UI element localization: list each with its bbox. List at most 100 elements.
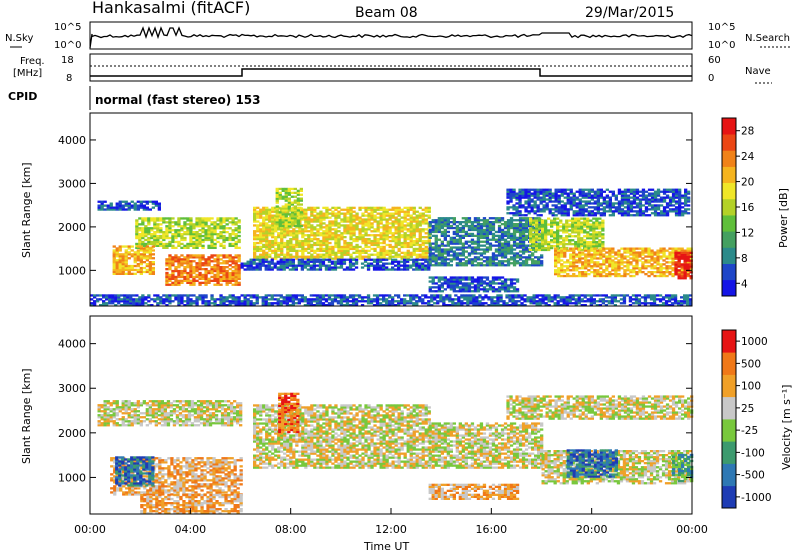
data-cell: [325, 210, 329, 213]
data-cell: [309, 258, 313, 261]
data-cell: [596, 206, 600, 209]
data-cell: [148, 255, 152, 258]
data-cell: [617, 259, 621, 262]
data-cell: [533, 212, 537, 215]
data-cell: [287, 199, 291, 202]
data-cell: [406, 230, 410, 233]
data-cell: [506, 244, 511, 247]
data-cell: [400, 234, 404, 237]
data-cell: [623, 210, 628, 213]
data-cell: [331, 251, 335, 254]
data-cell: [222, 227, 226, 230]
data-cell: [678, 212, 682, 215]
data-cell: [319, 247, 323, 251]
data-cell: [115, 268, 119, 272]
data-cell: [316, 218, 320, 221]
data-cell: [292, 230, 296, 233]
data-cell: [421, 212, 425, 215]
data-cell: [299, 193, 303, 196]
data-cell: [400, 243, 404, 247]
data-cell: [641, 271, 645, 274]
data-cell: [620, 214, 625, 217]
data-cell: [322, 243, 326, 247]
data-cell: [189, 236, 193, 240]
data-cell: [418, 232, 422, 235]
data-cell: [151, 257, 155, 260]
data-cell: [210, 254, 214, 257]
data-cell: [668, 196, 673, 199]
data-cell: [213, 242, 217, 246]
data-cell: [136, 204, 140, 207]
data-cell: [370, 243, 374, 247]
data-cell: [145, 245, 149, 248]
data-cell: [412, 226, 416, 229]
data-cell: [136, 249, 140, 252]
data-cell: [574, 241, 578, 244]
data-cell: [635, 188, 640, 191]
data-cell: [118, 272, 122, 275]
data-cell: [189, 275, 193, 279]
data-cell: [449, 250, 453, 253]
data-cell: [437, 228, 441, 232]
data-cell: [452, 219, 456, 222]
data-cell: [281, 187, 285, 191]
data-cell: [644, 265, 648, 268]
data-cell: [204, 277, 208, 280]
data-cell: [293, 207, 297, 210]
data-cell: [506, 258, 511, 261]
data-cell: [354, 258, 359, 261]
data-cell: [488, 226, 493, 230]
data-cell: [337, 234, 341, 237]
data-cell: [234, 260, 238, 263]
data-cell: [563, 255, 567, 258]
data-cell: [343, 208, 347, 211]
data-cell: [284, 209, 288, 212]
data-cell: [219, 217, 223, 220]
data-cell: [473, 280, 478, 283]
data-cell: [443, 221, 447, 224]
data-cell: [177, 258, 181, 261]
data-cell: [376, 234, 380, 237]
data-cell: [572, 259, 576, 262]
data-cell: [287, 193, 291, 196]
data-cell: [394, 243, 398, 247]
data-cell: [375, 258, 380, 261]
data-cell: [461, 230, 465, 234]
data-cell: [337, 241, 341, 245]
data-cell: [293, 191, 297, 194]
data-cell: [304, 255, 308, 258]
data-cell: [539, 198, 543, 201]
data-cell: [656, 259, 660, 262]
data-cell: [318, 262, 323, 265]
data-cell: [602, 271, 606, 274]
data-cell: [313, 220, 317, 223]
data-cell: [309, 268, 313, 271]
data-cell: [186, 244, 190, 247]
data-cell: [635, 212, 640, 215]
data-cell: [626, 255, 630, 258]
data-cell: [482, 230, 487, 234]
data-cell: [115, 204, 119, 207]
data-cell: [592, 223, 596, 226]
data-cell: [479, 284, 484, 287]
data-cell: [647, 251, 651, 254]
data-cell: [541, 219, 545, 222]
data-cell: [388, 216, 392, 219]
data-cell: [632, 198, 637, 201]
data-cell: [601, 223, 605, 226]
data-cell: [349, 206, 353, 209]
data-cell: [656, 257, 660, 260]
data-cell: [352, 206, 356, 209]
data-cell: [283, 253, 287, 256]
data-cell: [497, 246, 502, 249]
data-cell: [352, 232, 356, 235]
data-cell: [641, 267, 645, 270]
data-cell: [327, 268, 332, 271]
data-cell: [595, 233, 599, 236]
data-cell: [328, 236, 332, 239]
data-cell: [566, 210, 570, 213]
data-cell: [434, 258, 438, 261]
data-cell: [449, 260, 453, 263]
data-cell: [231, 260, 235, 263]
data-cell: [171, 246, 175, 249]
